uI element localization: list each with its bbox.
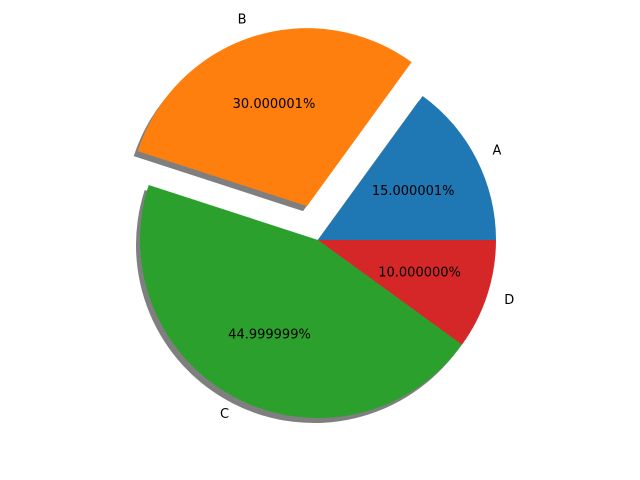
percent-label: 15.000001% bbox=[372, 184, 455, 199]
percent-label: 10.000000% bbox=[378, 266, 461, 281]
category-label: A bbox=[492, 144, 501, 159]
label-layer: A 15.000001% B 30.000001% C 44.999999% D 10.000… bbox=[220, 12, 514, 422]
wedge-layer bbox=[137, 28, 496, 418]
percent-label: 44.999999% bbox=[228, 328, 311, 343]
percent-label: 30.000001% bbox=[233, 97, 316, 112]
wedge bbox=[318, 240, 496, 345]
category-label: B bbox=[238, 12, 247, 27]
wedge bbox=[137, 28, 412, 207]
wedge bbox=[318, 95, 496, 241]
category-label: C bbox=[220, 407, 229, 422]
wedge bbox=[140, 184, 463, 418]
category-label: D bbox=[504, 293, 514, 308]
